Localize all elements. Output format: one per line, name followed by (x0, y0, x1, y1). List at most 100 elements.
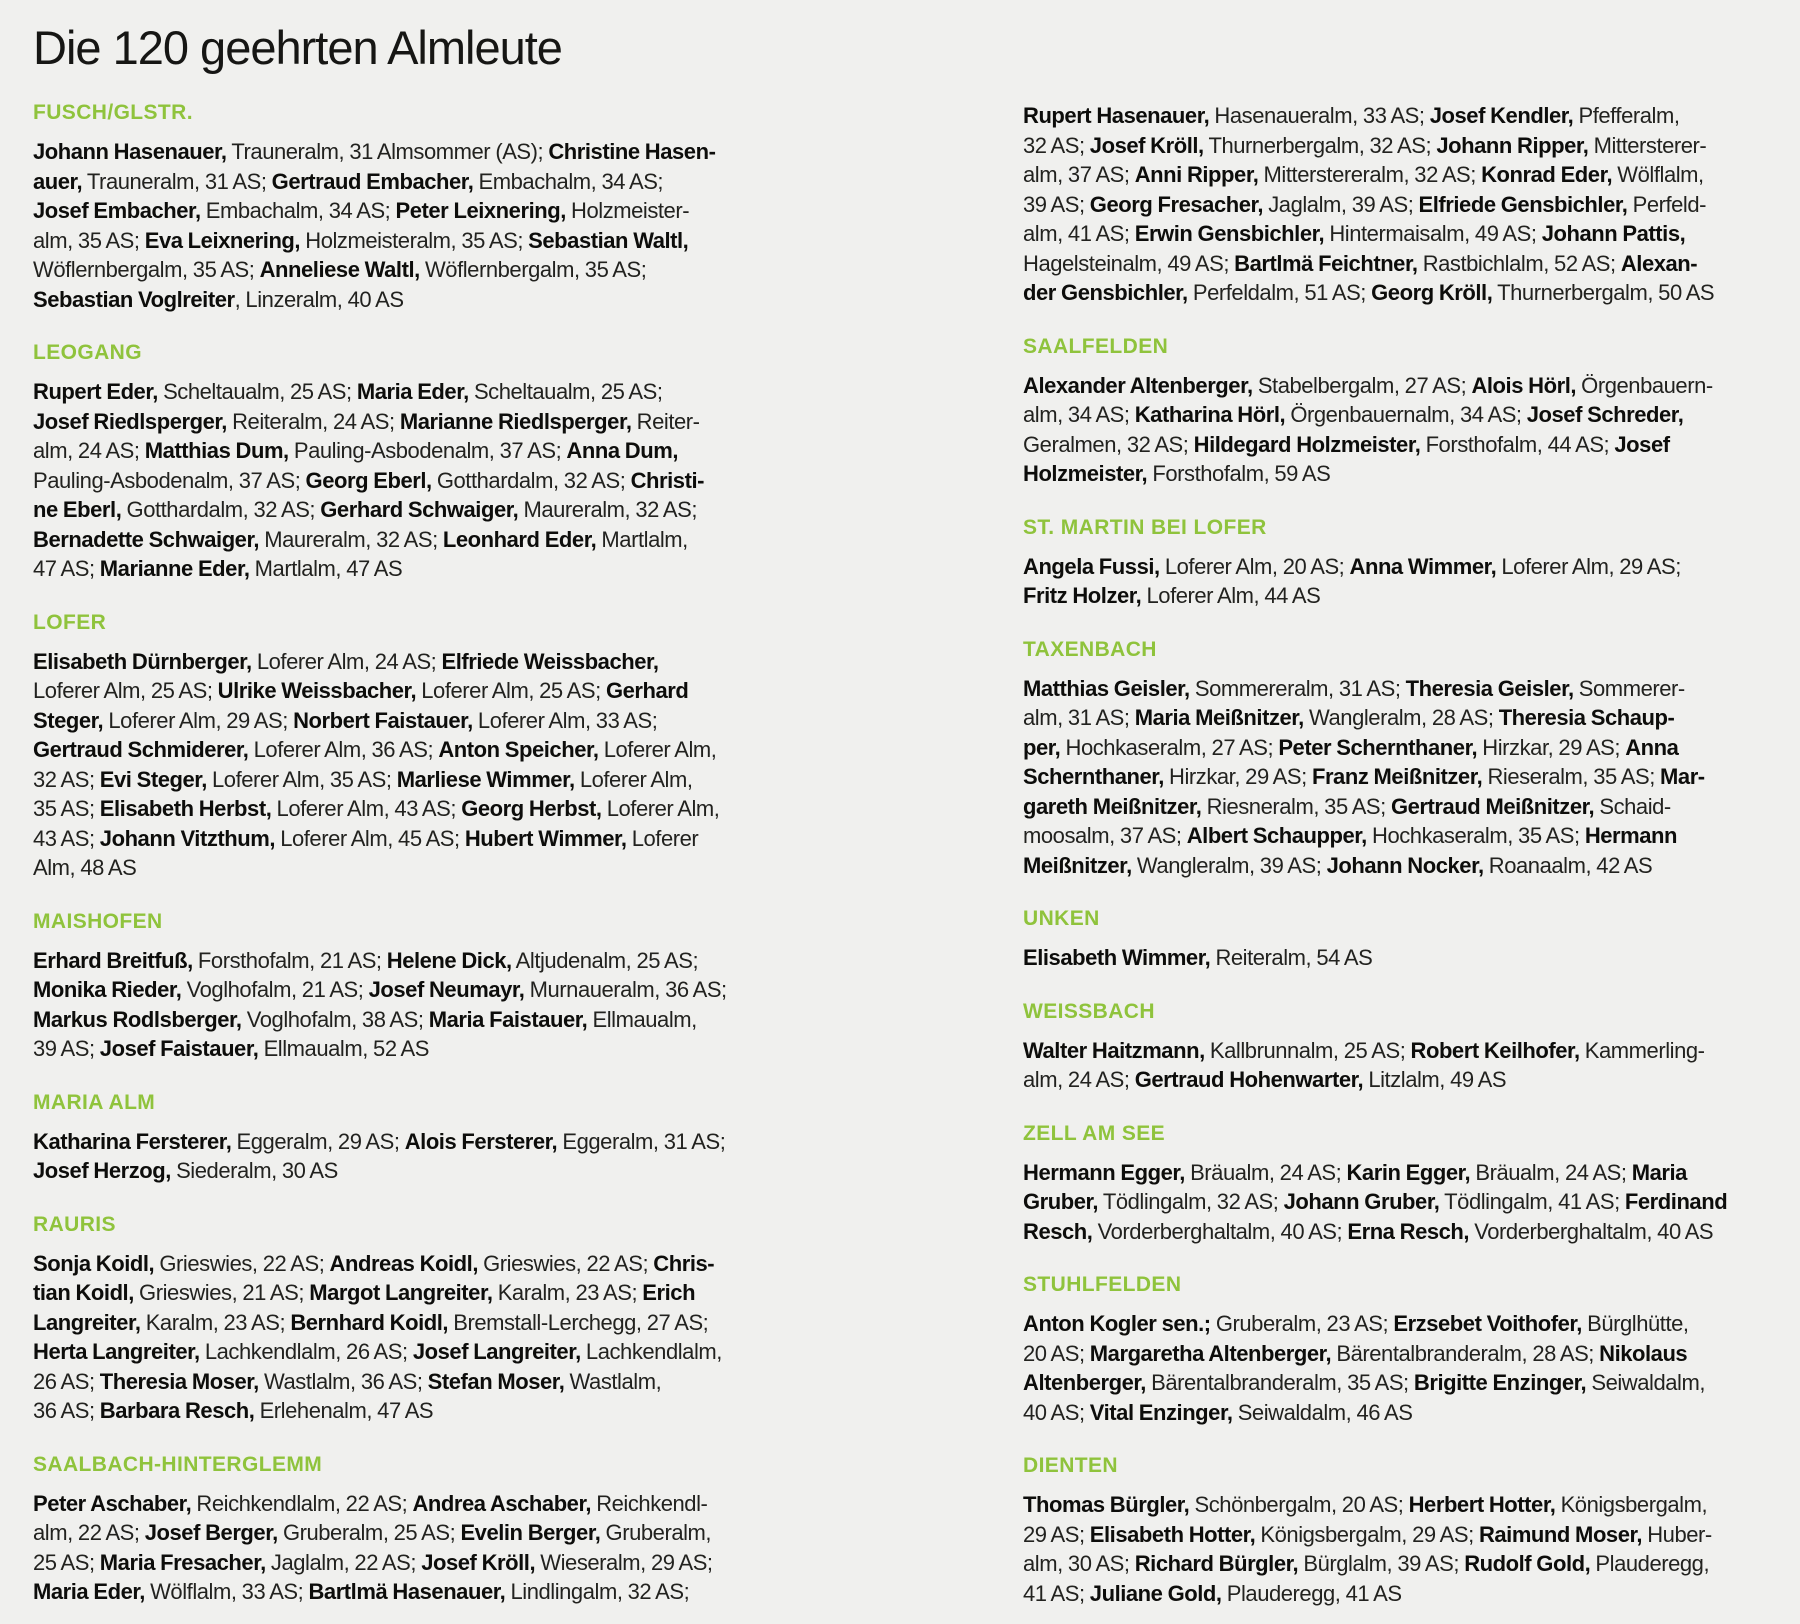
text-line: Elisabeth Wimmer, Reiteralm, 54 AS (1023, 943, 1795, 973)
text-line: alm, 24 AS; Matthias Dum, Pauling-Asbode… (33, 436, 863, 466)
person-name: Ulrike Weissbacher, (217, 678, 417, 703)
entry-details: Loferer Alm, 35 AS; (206, 766, 397, 792)
person-name: Marliese Wimmer, (396, 766, 575, 792)
person-name: Christine Hasen- (548, 139, 716, 164)
section-header: STUHLFELDEN (1023, 1273, 1182, 1296)
text-line: alm, 30 AS; Richard Bürgler, Bürglalm, 3… (1023, 1549, 1795, 1579)
entry-details: Alm, 48 AS (33, 855, 137, 880)
entry-details: Reichkendl- (591, 1490, 708, 1516)
entry-details: Holzmeister- (565, 198, 690, 223)
entry-details: Gruberalm, (600, 1520, 712, 1545)
text-line: 43 AS; Johann Vitzthum, Loferer Alm, 45 … (33, 824, 863, 854)
person-name: Johann Gruber, (1283, 1189, 1440, 1214)
section-header: ZELL AM SEE (1023, 1121, 1166, 1145)
entry-details: Lachkendlalm, 26 AS; (199, 1339, 413, 1364)
text-line: tian Koidl, Grieswies, 21 AS; Margot Lan… (33, 1278, 863, 1308)
text-line: 26 AS; Theresia Moser, Wastlalm, 36 AS; … (33, 1367, 863, 1397)
section-header: LOFER (33, 610, 107, 634)
person-name: Juliane Gold, (1089, 1580, 1222, 1606)
person-name: Maria Meißnitzer, (1134, 705, 1305, 730)
text-line: Holzmeister, Forsthofalm, 59 AS (1023, 459, 1795, 489)
entry-details: Loferer Alm, 33 AS; (472, 707, 658, 733)
text-line: auer, Trauneralm, 31 AS; Gertraud Embach… (33, 167, 863, 197)
section-header: ST. MARTIN BEI LOFER (1023, 515, 1267, 539)
text-line: Gertraud Schmiderer, Loferer Alm, 36 AS;… (33, 735, 863, 765)
text-line: alm, 31 AS; Maria Meißnitzer, Wangleralm… (1023, 703, 1795, 733)
entry-details: Ellmaualm, (587, 1006, 697, 1032)
entry-details: Pfefferalm, (1573, 103, 1680, 128)
entry-details: Forsthofalm, 44 AS; (1420, 431, 1615, 457)
columns-container: FUSCH/GLSTR. Johann Hasenauer, Trauneralm… (33, 74, 1800, 1608)
entry-details: Forsthofalm, 59 AS (1147, 461, 1331, 486)
person-name: Anna Dum, (566, 438, 678, 463)
text-line: 39 AS; Georg Fresacher, Jaglalm, 39 AS; … (1023, 190, 1795, 220)
person-name: Norbert Faistauer, (293, 707, 473, 733)
person-name: Bernadette Schwaiger, (33, 526, 260, 552)
text-line: 32 AS; Josef Kröll, Thurnerbergalm, 32 A… (1023, 131, 1795, 161)
person-name: Josef Langreiter, (412, 1339, 581, 1364)
person-name: Markus Rodlsberger, (33, 1006, 242, 1032)
person-name: Nikolaus (1599, 1340, 1688, 1366)
entry-details: 29 AS; (1023, 1521, 1090, 1547)
entry-details: 36 AS; (33, 1398, 100, 1423)
person-name: Erwin Gensbichler, (1134, 221, 1325, 246)
person-name: Josef Riedlsperger, (33, 408, 227, 434)
entry-details: Kallbrunnalm, 25 AS; (1204, 1037, 1411, 1063)
person-name: Langreiter, (33, 1309, 141, 1335)
text-line: Katharina Fersterer, Eggeralm, 29 AS; Al… (33, 1127, 863, 1157)
column-left: FUSCH/GLSTR. Johann Hasenauer, Trauneralm… (33, 74, 863, 1607)
person-name: Maria (1631, 1159, 1688, 1185)
entry-paragraph: Anton Kogler sen.; Gruberalm, 23 AS; Erz… (1023, 1309, 1795, 1427)
entry-details: Roanaalm, 42 AS (1483, 852, 1653, 878)
person-name: Maria Fresacher, (99, 1549, 266, 1575)
person-name: Theresia Moser, (99, 1368, 260, 1394)
person-name: Peter Leixnering, (395, 198, 567, 223)
entry-details: Loferer Alm, 36 AS; (248, 737, 439, 762)
text-line: Altenberger, Bärentalbranderalm, 35 AS; … (1023, 1368, 1795, 1398)
entry-details: Scheltaualm, 25 AS; (468, 379, 663, 404)
entry-details: Loferer Alm, (574, 766, 693, 792)
person-name: Angela Fussi, (1023, 553, 1160, 579)
entry-details: Bremstall-Lerchegg, 27 AS; (448, 1309, 709, 1335)
entry-details: Loferer Alm, 24 AS; (251, 648, 442, 674)
person-name: Anna (1625, 734, 1679, 760)
entry-details: Siederalm, 30 AS (170, 1158, 338, 1183)
entry-details: Wieseralm, 29 AS; (535, 1549, 713, 1575)
entry-details: Hagelsteinalm, 49 AS; (1023, 250, 1235, 276)
section-header: MAISHOFEN (33, 909, 163, 933)
entry-details: Gotthardalm, 32 AS; (121, 497, 321, 522)
person-name: Josef Neumayr, (368, 977, 525, 1002)
person-name: Anton Kogler sen.; (1023, 1311, 1211, 1336)
text-line: Josef Herzog, Siederalm, 30 AS (33, 1156, 863, 1186)
entry-details: Thurnerbergalm, 32 AS; (1203, 132, 1437, 158)
entry-details: alm, 37 AS; (1023, 162, 1135, 187)
entry-details: Seiwaldalm, 46 AS (1232, 1399, 1413, 1425)
person-name: Evi Steger, (99, 766, 208, 792)
person-name: Herta Langreiter, (33, 1339, 200, 1364)
entry-details: Embachalm, 34 AS; (473, 168, 664, 194)
entry-details: Tödlingalm, 32 AS; (1098, 1189, 1284, 1214)
text-line: Sebastian Voglreiter, Linzeralm, 40 AS (33, 285, 863, 315)
entry-details: Vorderberghaltalm, 40 AS; (1092, 1218, 1348, 1244)
entry-details: Bärentalbranderalm, 28 AS; (1331, 1340, 1600, 1366)
person-name: Peter Schernthaner, (1278, 734, 1478, 760)
person-name: Anni Ripper, (1134, 162, 1259, 187)
text-line: 41 AS; Juliane Gold, Plauderegg, 41 AS (1023, 1579, 1795, 1609)
person-name: Hermann (1584, 823, 1678, 848)
entry-details: Loferer Alm, 29 AS; (1496, 553, 1681, 579)
person-name: Vital Enzinger, (1089, 1399, 1233, 1425)
text-line: Pauling-Asbodenalm, 37 AS; Georg Eberl, … (33, 466, 863, 496)
person-name: Bartlmä Feichtner, (1234, 250, 1418, 276)
entry-details: Forsthofalm, 21 AS; (192, 947, 387, 973)
person-name: Josef Kröll, (1089, 132, 1204, 158)
entry-details: Huber- (1642, 1521, 1712, 1547)
text-line: Hermann Egger, Bräualm, 24 AS; Karin Egg… (1023, 1158, 1795, 1188)
section-header: RAURIS (33, 1212, 116, 1236)
entry-paragraph: Elisabeth Wimmer, Reiteralm, 54 AS (1023, 943, 1795, 973)
entry-details: Wastlalm, (564, 1368, 662, 1394)
person-name: Franz Meißnitzer, (1311, 764, 1483, 789)
person-name: Leonhard Eder, (442, 526, 597, 552)
entry-paragraph: Alexander Altenberger, Stabelbergalm, 27… (1023, 371, 1795, 489)
text-line: Langreiter, Karalm, 23 AS; Bernhard Koid… (33, 1308, 863, 1338)
person-name: Mar- (1660, 764, 1705, 789)
